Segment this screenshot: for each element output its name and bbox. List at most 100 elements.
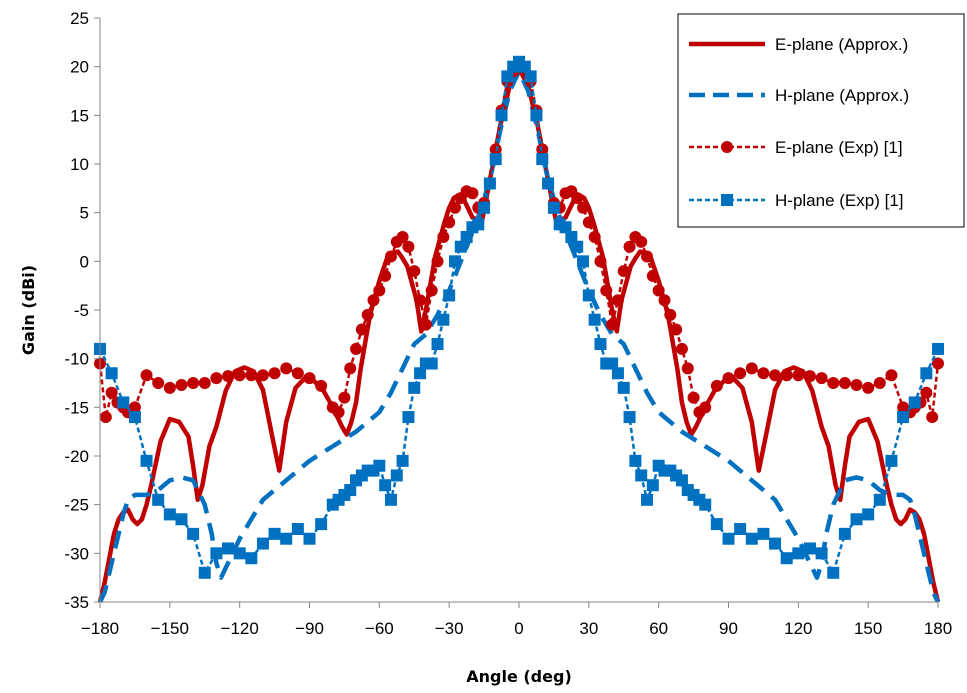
data-point	[827, 566, 840, 579]
data-point	[734, 523, 747, 535]
data-point	[256, 537, 269, 550]
data-point	[623, 411, 636, 424]
x-tick-label: 0	[514, 619, 523, 638]
data-point	[687, 391, 700, 404]
data-point	[629, 454, 642, 467]
data-point	[862, 381, 875, 394]
data-point	[734, 367, 747, 380]
data-point	[600, 284, 613, 297]
data-point	[384, 250, 397, 263]
data-point	[105, 367, 118, 380]
data-point	[163, 508, 176, 521]
y-axis-title: Gain (dBi)	[19, 265, 38, 355]
y-tick-label: -35	[64, 593, 89, 612]
y-tick-label: 15	[70, 106, 89, 125]
data-point	[210, 547, 223, 560]
data-point	[280, 532, 293, 545]
data-point	[472, 218, 485, 231]
data-point	[233, 547, 246, 560]
data-point	[908, 396, 921, 409]
data-point	[332, 406, 345, 419]
data-point	[291, 523, 304, 535]
data-point	[437, 313, 450, 326]
y-tick-label: -20	[64, 447, 89, 466]
data-point	[355, 323, 368, 336]
data-point	[792, 547, 805, 560]
data-point	[780, 369, 793, 382]
data-point	[344, 484, 357, 497]
data-point	[373, 284, 386, 297]
data-point	[425, 284, 438, 297]
data-point	[448, 255, 461, 268]
x-tick-label: −30	[435, 619, 464, 638]
data-point	[699, 498, 712, 511]
x-tick-label: −150	[151, 619, 189, 638]
data-point	[571, 240, 584, 253]
data-point	[745, 362, 758, 375]
x-tick-label: −180	[81, 619, 119, 638]
data-point	[478, 201, 491, 214]
legend-label-e-exp: E-plane (Exp) [1]	[775, 138, 903, 157]
data-point	[932, 357, 944, 370]
data-point	[611, 367, 624, 380]
data-point	[175, 513, 188, 526]
data-point	[722, 532, 735, 545]
data-point	[140, 369, 153, 382]
data-point	[117, 396, 130, 409]
x-tick-label: −60	[365, 619, 394, 638]
data-point	[617, 265, 630, 278]
data-point	[198, 377, 211, 389]
data-point	[408, 265, 421, 278]
data-point	[699, 401, 712, 414]
data-point	[594, 338, 607, 351]
data-point	[233, 369, 246, 382]
x-axis-title: Angle (deg)	[466, 667, 572, 686]
data-point	[350, 342, 363, 355]
data-point	[838, 527, 851, 540]
data-point	[932, 342, 944, 355]
data-point	[780, 552, 793, 565]
data-point	[926, 411, 939, 424]
data-point	[408, 381, 421, 394]
data-point	[710, 518, 723, 531]
data-point	[344, 362, 357, 375]
data-point	[745, 532, 758, 545]
data-point	[495, 109, 508, 122]
data-point	[815, 547, 828, 560]
data-point	[402, 411, 415, 424]
x-tick-label: 180	[924, 619, 952, 638]
data-point	[920, 386, 933, 399]
data-point	[367, 294, 380, 307]
series-line-1	[97, 69, 941, 603]
data-point	[623, 240, 636, 253]
data-point	[658, 294, 671, 307]
data-point	[210, 372, 223, 385]
data-point	[815, 372, 828, 385]
data-point	[850, 513, 863, 526]
data-point	[222, 542, 235, 555]
data-point	[577, 201, 590, 214]
data-point	[571, 192, 584, 205]
data-point	[128, 411, 141, 424]
legend-label-h-approx: H-plane (Approx.)	[775, 86, 909, 105]
data-point	[315, 518, 328, 531]
data-point	[390, 469, 403, 482]
data-point	[373, 459, 386, 472]
data-point	[187, 527, 200, 540]
y-tick-label: 0	[80, 252, 89, 271]
legend: E-plane (Approx.) H-plane (Approx.) E-pl…	[677, 13, 965, 228]
data-point	[187, 377, 200, 389]
data-point	[873, 377, 886, 389]
legend-box	[677, 13, 965, 228]
data-point	[414, 367, 427, 380]
data-point	[315, 379, 328, 392]
series-layer	[94, 55, 944, 603]
data-point	[245, 369, 258, 382]
data-point	[646, 269, 659, 282]
data-point	[338, 391, 351, 404]
data-point	[268, 527, 281, 540]
y-tick-label: -25	[64, 496, 89, 515]
data-point	[582, 289, 595, 302]
data-point	[641, 250, 654, 263]
data-point	[873, 493, 886, 506]
